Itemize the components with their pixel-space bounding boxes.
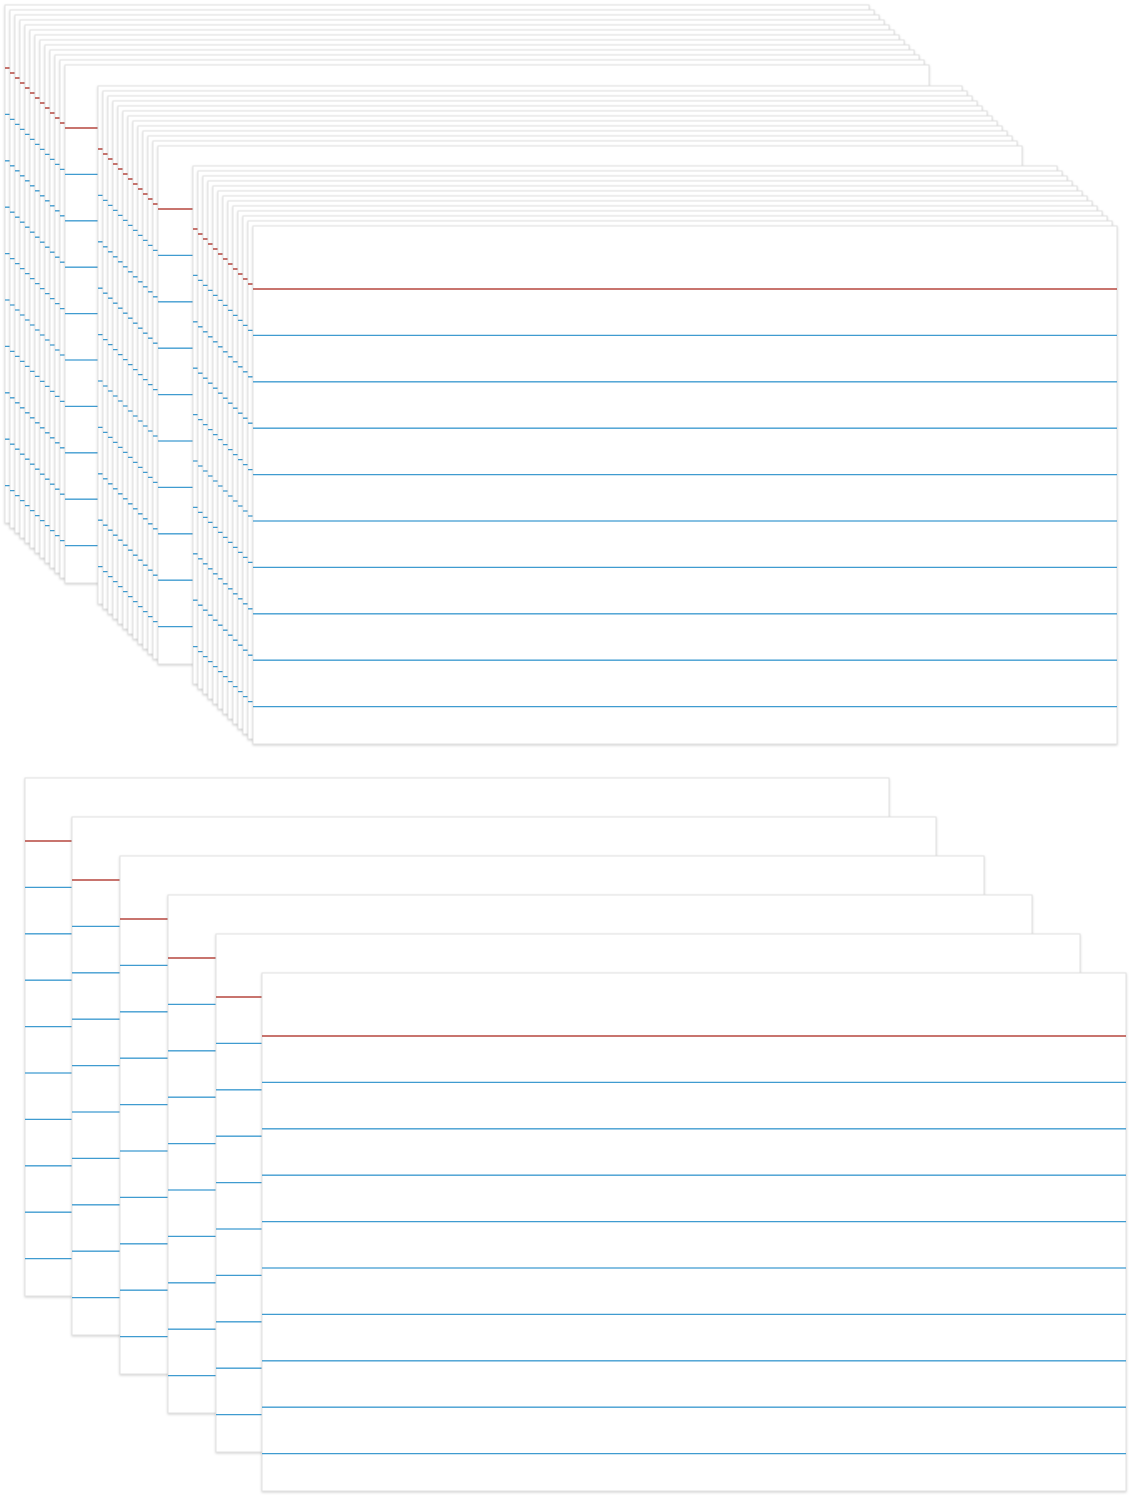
index-card <box>252 225 1118 745</box>
card-sheet <box>261 972 1127 1492</box>
card-sheet <box>252 225 1118 745</box>
index-card <box>261 972 1127 1492</box>
